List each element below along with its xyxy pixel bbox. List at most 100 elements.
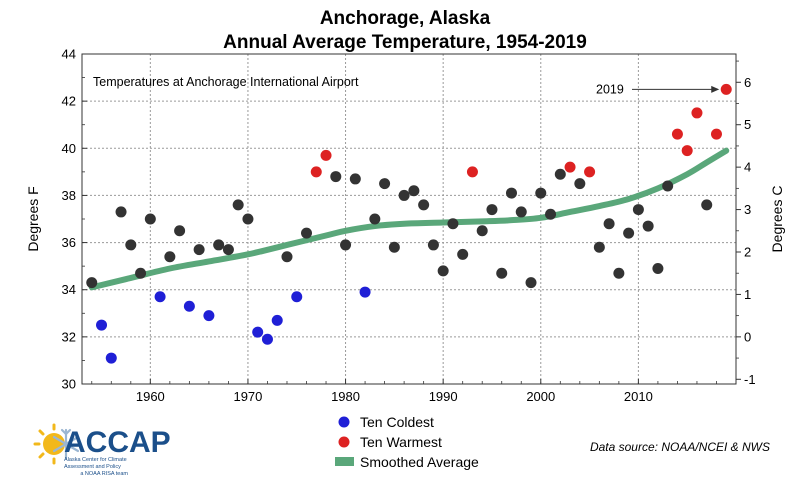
point-year-1968	[222, 244, 234, 256]
smoothed-average-path	[88, 147, 730, 291]
y-tick-label-30: 30	[62, 377, 76, 392]
point-year-2006	[593, 241, 605, 253]
point-ten-coldest-1955	[96, 319, 108, 331]
point-year-1969	[232, 199, 244, 211]
point-year-1996	[496, 267, 508, 279]
point-ten-coldest-1956	[105, 352, 117, 364]
point-year-2011	[642, 220, 654, 232]
point-ten-warmest-2005	[584, 166, 596, 178]
point-year-1967	[213, 239, 225, 251]
callout-arrow-head	[711, 85, 720, 93]
point-year-1981	[349, 173, 361, 185]
point-year-1992	[457, 248, 469, 260]
axis-ticks: 1960 1970 1980 1990 2000 20103032343638404244…	[62, 47, 756, 405]
point-year-1958	[125, 239, 137, 251]
point-ten-coldest-1982	[359, 286, 371, 298]
point-ten-warmest-1978	[320, 149, 332, 161]
point-year-1988	[418, 199, 430, 211]
y-right-tick-label-5: 5	[744, 117, 751, 132]
legend-label-smoothed: Smoothed Average	[360, 454, 479, 470]
point-year-2004	[574, 178, 586, 190]
y-tick-label-36: 36	[62, 235, 76, 250]
point-year-2017	[701, 199, 713, 211]
legend-marker-coldest	[338, 416, 350, 428]
point-ten-coldest-1966	[203, 310, 215, 322]
y-right-tick-label-2: 2	[744, 245, 751, 260]
point-year-1985	[388, 241, 400, 253]
x-tick-label-2000: 2000	[526, 389, 555, 404]
point-year-2012	[652, 263, 664, 274]
point-year-1974	[281, 251, 293, 263]
point-year-1989	[427, 239, 439, 251]
smoothed-average-line	[88, 147, 730, 291]
point-year-2007	[603, 218, 615, 230]
legend: Ten Coldest Ten Warmest Smoothed Average	[335, 414, 479, 470]
legend-marker-warmest	[338, 436, 350, 448]
point-year-1998	[515, 206, 527, 218]
point-year-1962	[164, 251, 176, 263]
point-ten-warmest-2015	[681, 145, 693, 157]
y-tick-label-34: 34	[62, 282, 76, 297]
point-year-1954	[86, 277, 98, 289]
y-tick-label-32: 32	[62, 329, 76, 344]
legend-marker-smoothed	[335, 457, 354, 466]
point-year-2008	[613, 267, 625, 279]
point-ten-coldest-1973	[271, 314, 283, 326]
point-ten-coldest-1964	[183, 300, 195, 312]
point-year-1959	[135, 267, 147, 279]
point-year-1970	[242, 213, 254, 225]
point-year-1984	[379, 178, 391, 190]
point-year-2000	[535, 187, 547, 199]
point-year-1995	[486, 204, 498, 216]
logo-text: ACCAP	[64, 426, 171, 459]
logo-subtitle-1: Alaska Center for Climate	[64, 457, 127, 463]
y-axis-label-left: Degrees F	[25, 186, 41, 251]
point-ten-warmest-2003	[564, 161, 576, 173]
point-year-1965	[193, 244, 205, 256]
plot-area	[82, 54, 736, 384]
point-year-2002	[554, 168, 566, 180]
x-tick-label-1970: 1970	[233, 389, 262, 404]
point-ten-coldest-1975	[291, 291, 303, 303]
point-year-1960	[144, 213, 156, 225]
point-ten-warmest-2016	[691, 107, 703, 119]
point-year-2013	[662, 180, 674, 192]
point-ten-warmest-2018	[710, 128, 722, 140]
point-year-1980	[340, 239, 352, 251]
legend-label-warmest: Ten Warmest	[360, 434, 442, 450]
chart-title: Anchorage, Alaska	[320, 8, 491, 29]
y-right-tick-label-0: 0	[744, 329, 751, 344]
legend-label-coldest: Ten Coldest	[360, 414, 434, 430]
point-year-1986	[398, 189, 410, 201]
y-tick-label-38: 38	[62, 188, 76, 203]
x-tick-label-1980: 1980	[331, 389, 360, 404]
point-year-2001	[545, 208, 557, 220]
logo-subtitle-2: Assessment and Policy	[64, 464, 121, 470]
x-tick-label-1990: 1990	[429, 389, 458, 404]
data-points	[86, 83, 732, 364]
point-ten-warmest-1993	[466, 166, 478, 178]
sun-snowflake-icon	[33, 423, 80, 465]
point-year-1987	[408, 185, 420, 197]
point-ten-warmest-2019	[720, 83, 732, 95]
point-year-1979	[330, 171, 342, 183]
y-right-tick-label-6: 6	[744, 75, 751, 90]
annotation-text: Temperatures at Anchorage International …	[93, 75, 359, 89]
point-year-1983	[369, 213, 381, 225]
point-ten-coldest-1961	[154, 291, 166, 303]
point-year-1999	[525, 277, 537, 289]
x-tick-label-1960: 1960	[136, 389, 165, 404]
point-ten-warmest-2014	[671, 128, 683, 140]
point-year-1963	[174, 225, 186, 237]
y-tick-label-44: 44	[62, 47, 76, 62]
callout-label-2019: 2019	[596, 82, 624, 96]
point-year-1994	[476, 225, 488, 237]
point-year-1997	[505, 187, 517, 199]
y-right-tick-label-4: 4	[744, 160, 751, 175]
y-axis-label-right: Degrees C	[769, 186, 785, 253]
data-source: Data source: NOAA/NCEI & NWS	[590, 440, 770, 454]
point-ten-coldest-1971	[252, 326, 264, 338]
logo-tagline: a NOAA RISA team	[80, 471, 128, 477]
point-ten-warmest-1977	[310, 166, 322, 178]
